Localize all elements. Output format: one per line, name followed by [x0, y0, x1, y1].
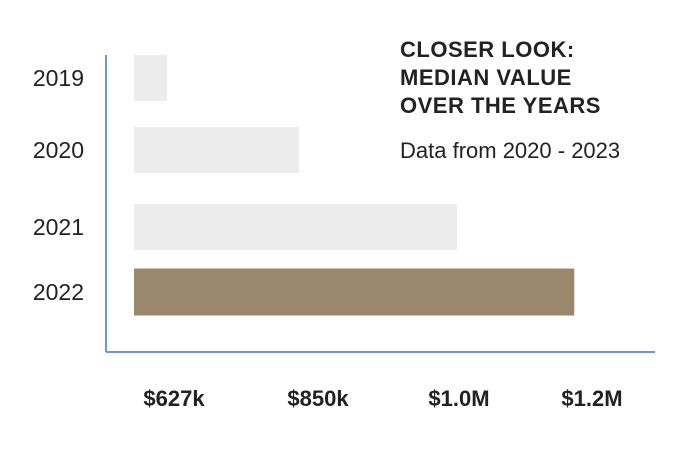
- axes-group: [105, 55, 655, 353]
- chart-subtitle: Data from 2020 - 2023: [400, 138, 620, 163]
- y-tick-label-2020: 2020: [33, 137, 84, 163]
- title-line-3: OVER THE YEARS: [400, 93, 601, 118]
- y-tick-label-2019: 2019: [33, 65, 84, 91]
- y-tick-label-2022: 2022: [33, 279, 84, 305]
- y-tick-labels: 2019 2020 2021 2022: [33, 65, 84, 305]
- y-tick-label-2021: 2021: [33, 214, 84, 240]
- bars-group: [134, 55, 575, 316]
- title-line-2: MEDIAN VALUE: [400, 65, 572, 90]
- chart-title: CLOSER LOOK: MEDIAN VALUE OVER THE YEARS: [400, 37, 601, 118]
- x-tick-label-3: $1.2M: [561, 386, 622, 411]
- title-line-1: CLOSER LOOK:: [400, 37, 575, 62]
- bar-2022: [134, 268, 575, 316]
- x-tick-label-1: $850k: [287, 386, 349, 411]
- bar-2021: [134, 204, 457, 250]
- x-tick-label-0: $627k: [143, 386, 205, 411]
- x-tick-label-2: $1.0M: [428, 386, 489, 411]
- x-tick-labels: $627k $850k $1.0M $1.2M: [143, 386, 622, 411]
- bar-2019: [134, 55, 168, 101]
- bar-2020: [134, 127, 300, 173]
